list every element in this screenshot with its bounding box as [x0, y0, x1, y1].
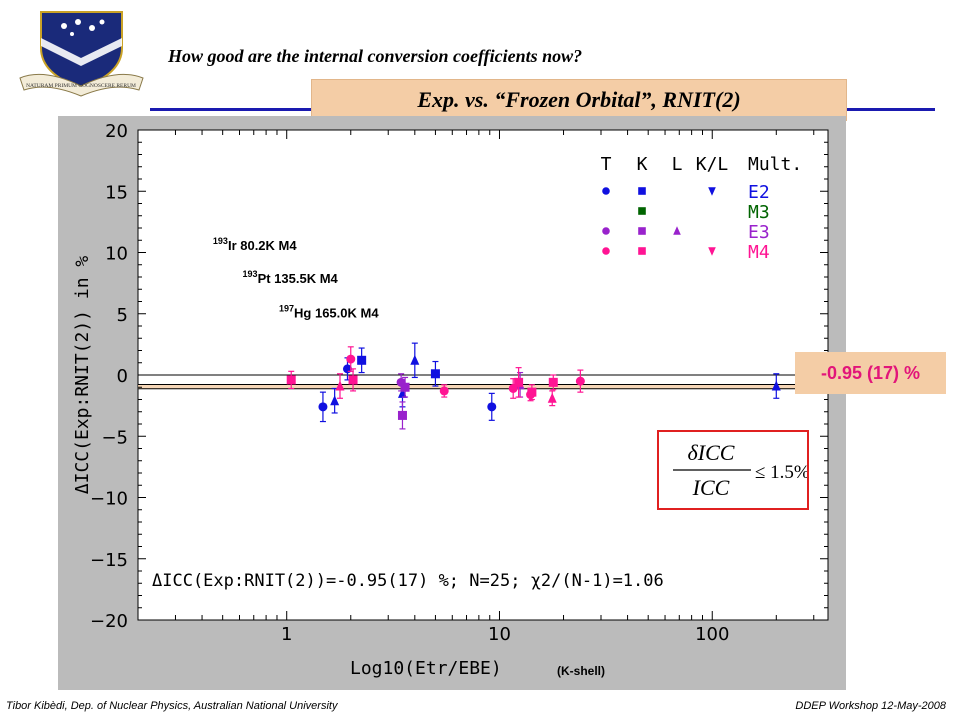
isotope-label: Hg 165.0K M4	[294, 305, 379, 320]
y-tick-label: −15	[90, 550, 128, 571]
crest-motto: NATURAM PRIMUM COGNOSCERE RERUM	[26, 83, 136, 89]
legend-marker	[638, 207, 646, 215]
footer-author: Tibor Kibèdi, Dep. of Nuclear Physics, A…	[6, 700, 338, 712]
legend-multipolarity: M4	[748, 242, 770, 263]
data-point	[514, 377, 524, 387]
isotope-mass: 193	[243, 269, 258, 279]
data-point	[547, 392, 557, 403]
isotope-mass: 197	[279, 303, 294, 313]
data-point	[335, 380, 345, 391]
y-tick-label: 20	[105, 121, 128, 142]
legend-multipolarity: M3	[748, 202, 770, 223]
university-crest: NATURAM PRIMUM COGNOSCERE RERUM	[14, 8, 149, 100]
data-point	[346, 354, 356, 364]
legend-column-header: K/L	[696, 154, 729, 175]
x-axis-label-extra: (K-shell)	[557, 664, 605, 678]
isotope-annotation: 193Pt 135.5K M4	[243, 269, 339, 286]
y-tick-label: 5	[117, 305, 128, 326]
isotope-label: Pt 135.5K M4	[258, 271, 339, 286]
data-point	[575, 376, 585, 386]
isotope-annotation: 193Ir 80.2K M4	[213, 236, 297, 253]
y-tick-label: 10	[105, 244, 128, 265]
data-point	[548, 377, 558, 387]
summary-text: ΔICC(Exp:RNIT(2))=-0.95(17) %; N=25; χ2/…	[152, 571, 664, 591]
formula-relation: ≤ 1.5%	[755, 462, 807, 483]
legend-marker	[638, 227, 646, 235]
x-tick-label: 10	[488, 624, 511, 645]
y-axis-label: ΔICC(Exp:RNIT(2)) in %	[72, 256, 93, 495]
legend-column-header: L	[672, 154, 683, 175]
mean-result-box: -0.95 (17) %	[795, 352, 946, 394]
data-point	[527, 387, 537, 397]
data-point	[410, 354, 420, 365]
data-point	[286, 375, 296, 385]
y-tick-label: 0	[117, 366, 128, 387]
isotope-mass: 193	[213, 236, 228, 246]
x-tick-label: 1	[281, 624, 292, 645]
slide-title: How good are the internal conversion coe…	[168, 46, 583, 66]
data-point	[439, 386, 449, 396]
data-point	[357, 355, 367, 365]
legend-column-header: K	[637, 154, 648, 175]
legend-column-header: T	[601, 154, 612, 175]
crest-chevron	[41, 38, 122, 66]
y-tick-label: −10	[90, 489, 128, 510]
mean-band	[138, 384, 828, 389]
legend-multipolarity: E2	[748, 182, 770, 203]
legend-column-header: Mult.	[748, 154, 802, 175]
legend-marker	[708, 187, 716, 196]
crest-scroll	[19, 73, 144, 97]
mean-result-label: -0.95 (17) %	[820, 362, 921, 383]
data-point	[487, 402, 497, 412]
series-M4	[286, 346, 585, 407]
legend-marker	[638, 247, 646, 255]
isotope-annotation: 197Hg 165.0K M4	[279, 303, 379, 320]
legend-multipolarity: E3	[748, 222, 770, 243]
x-axis-label: Log10(Etr/EBE)	[350, 658, 502, 679]
legend-marker	[638, 187, 646, 195]
data-point	[400, 382, 410, 392]
x-tick-label: 100	[695, 624, 729, 645]
formula-numerator: δICC	[688, 440, 735, 465]
legend-marker	[602, 187, 610, 195]
data-point	[348, 375, 358, 385]
formula-denominator: ICC	[692, 475, 730, 500]
legend-marker	[602, 227, 610, 235]
legend-marker	[602, 247, 610, 255]
y-tick-label: 15	[105, 182, 128, 203]
precision-formula: δICC ICC ≤ 1.5%	[657, 430, 810, 510]
y-tick-label: −5	[101, 427, 128, 448]
legend-marker	[673, 226, 681, 235]
footer-event: DDEP Workshop 12-May-2008	[795, 700, 946, 712]
data-point	[330, 395, 340, 406]
isotope-label: Ir 80.2K M4	[228, 238, 297, 253]
data-point	[771, 380, 781, 391]
subtitle-box: Exp. vs. “Frozen Orbital”, RNIT(2)	[311, 79, 847, 121]
data-point	[397, 410, 407, 420]
legend-marker	[708, 247, 716, 256]
y-tick-label: −20	[90, 611, 128, 632]
subtitle-text: Exp. vs. “Frozen Orbital”, RNIT(2)	[417, 87, 741, 112]
data-point	[430, 369, 440, 379]
data-point	[318, 402, 328, 412]
